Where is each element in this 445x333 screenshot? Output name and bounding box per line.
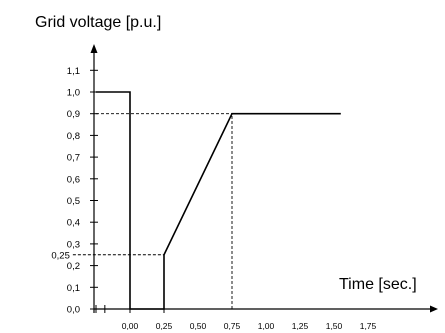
y-tick-label: 1,1 — [67, 66, 80, 77]
x-tick-label: 0,50 — [190, 321, 207, 331]
y-tick-label: 0,0 — [67, 305, 80, 316]
reference-line-label: 0,25 — [51, 250, 70, 261]
y-tick-labels: 0,0 0,1 0,2 0,3 0,4 0,5 0,6 0,7 0,8 0,9 1,0 1,1 — [67, 66, 80, 316]
x-tick-label: 1,00 — [258, 321, 275, 331]
y-tick-label: 0,7 — [67, 153, 80, 164]
y-tick-label: 0,2 — [67, 261, 80, 272]
y-axis-label: Grid voltage [p.u.] — [35, 14, 161, 31]
y-tick-label: 0,5 — [67, 196, 80, 207]
x-tick-label: 0,75 — [224, 321, 241, 331]
y-tick-label: 0,6 — [67, 174, 80, 185]
y-axis-arrow — [90, 44, 98, 53]
reference-lines: 0,25 — [51, 113, 233, 309]
y-tick-label: 0,8 — [67, 131, 80, 142]
y-tick-label: 1,0 — [67, 88, 80, 99]
axes — [90, 44, 438, 313]
x-tick-label: 1,50 — [326, 321, 343, 331]
x-tick-label: 0,00 — [122, 321, 139, 331]
y-tick-label: 0,9 — [67, 109, 80, 120]
x-tick-label: 0,25 — [156, 321, 173, 331]
y-tick-label: 0,3 — [67, 239, 80, 250]
x-tick-label: 1,75 — [360, 321, 377, 331]
x-axis-label: Time [sec.] — [339, 276, 417, 293]
x-tick-label: 1,25 — [292, 321, 309, 331]
y-tick-label: 0,1 — [67, 283, 80, 294]
x-axis-arrow — [430, 305, 438, 313]
y-tick-label: 0,4 — [67, 218, 80, 229]
voltage-profile-line — [96, 91, 341, 310]
data-series — [96, 91, 341, 310]
x-tick-labels: 0,00 0,25 0,50 0,75 1,00 1,25 1,50 1,75 — [122, 321, 377, 331]
